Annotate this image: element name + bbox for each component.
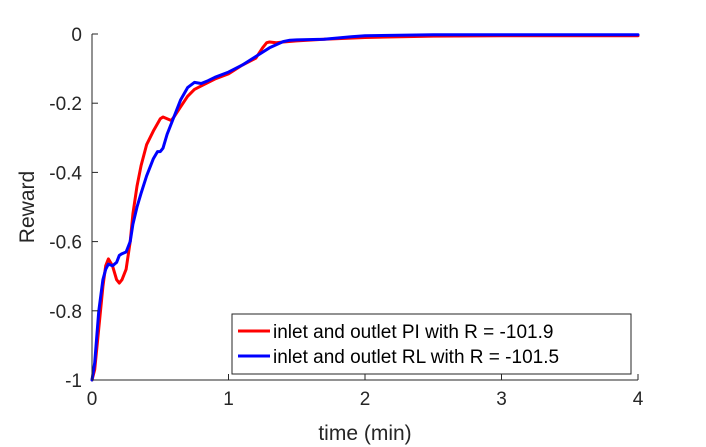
x-tick-label: 0 <box>87 389 98 410</box>
legend-label-2: inlet and outlet RL with R = -101.5 <box>273 347 559 368</box>
x-axis-label: time (min) <box>318 422 411 445</box>
series-line-2 <box>90 33 640 382</box>
legend-box <box>231 313 632 375</box>
x-tick-label: 4 <box>633 389 644 410</box>
legend: inlet and outlet PI with R = -101.9 inlet… <box>231 313 632 375</box>
x-tick-label: 1 <box>223 389 234 410</box>
legend-label-1: inlet and outlet PI with R = -101.9 <box>273 322 553 343</box>
y-tick-label: -0.2 <box>49 94 82 115</box>
plot-lines <box>90 33 640 382</box>
x-tick-label: 3 <box>496 389 507 410</box>
y-axis-label: Reward <box>16 171 39 243</box>
y-tick-label: -0.8 <box>49 302 82 323</box>
x-tick-label: 2 <box>360 389 371 410</box>
y-tick-label: -0.4 <box>49 163 82 184</box>
ticks: 0 1 2 3 4 0 -0.2 -0.4 -0.6 -0.8 -1 <box>49 25 643 410</box>
y-tick-label: 0 <box>71 25 82 46</box>
y-tick-label: -1 <box>65 371 82 392</box>
y-tick-label: -0.6 <box>49 233 82 254</box>
